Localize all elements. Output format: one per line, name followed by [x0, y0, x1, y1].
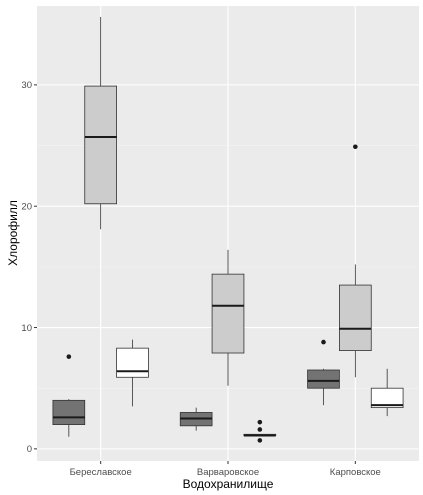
y-tick-label: 30 [21, 80, 32, 91]
box-3-3 [370, 368, 404, 417]
y-axis-title: Хлорофилл [6, 200, 20, 266]
box-series [52, 16, 404, 443]
outlier-point [66, 354, 72, 359]
y-tick-label: 20 [21, 202, 32, 213]
x-tick-label: Карповское [330, 467, 381, 478]
y-tick-label: 0 [27, 444, 32, 455]
outlier-point [257, 427, 263, 432]
x-axis: Береславское Варваровское Карповское [70, 461, 381, 478]
box-3-1 [307, 339, 340, 406]
x-axis-title: Водохранилище [183, 477, 274, 491]
box-body [211, 273, 245, 354]
box-2-3 [243, 419, 277, 443]
y-tick-label: 10 [21, 323, 32, 334]
box-2-1 [179, 407, 213, 431]
x-tick-label: Варваровское [197, 467, 259, 478]
outlier-point [321, 339, 326, 345]
box-body [307, 369, 340, 389]
box-body [84, 85, 117, 205]
box-body [116, 347, 149, 378]
box-2-2 [211, 249, 245, 386]
x-tick-label: Береславское [70, 467, 132, 478]
y-axis: 0 10 20 30 [21, 80, 37, 455]
box-1-1 [52, 354, 86, 437]
box-1-3 [116, 339, 149, 407]
box-1-2 [84, 16, 117, 230]
box-body [339, 284, 372, 351]
outlier-point [257, 438, 263, 443]
outlier-point [257, 419, 263, 425]
box-3-2 [339, 144, 372, 378]
outlier-point [353, 144, 358, 150]
box-body [52, 399, 86, 426]
box-body [370, 387, 404, 409]
